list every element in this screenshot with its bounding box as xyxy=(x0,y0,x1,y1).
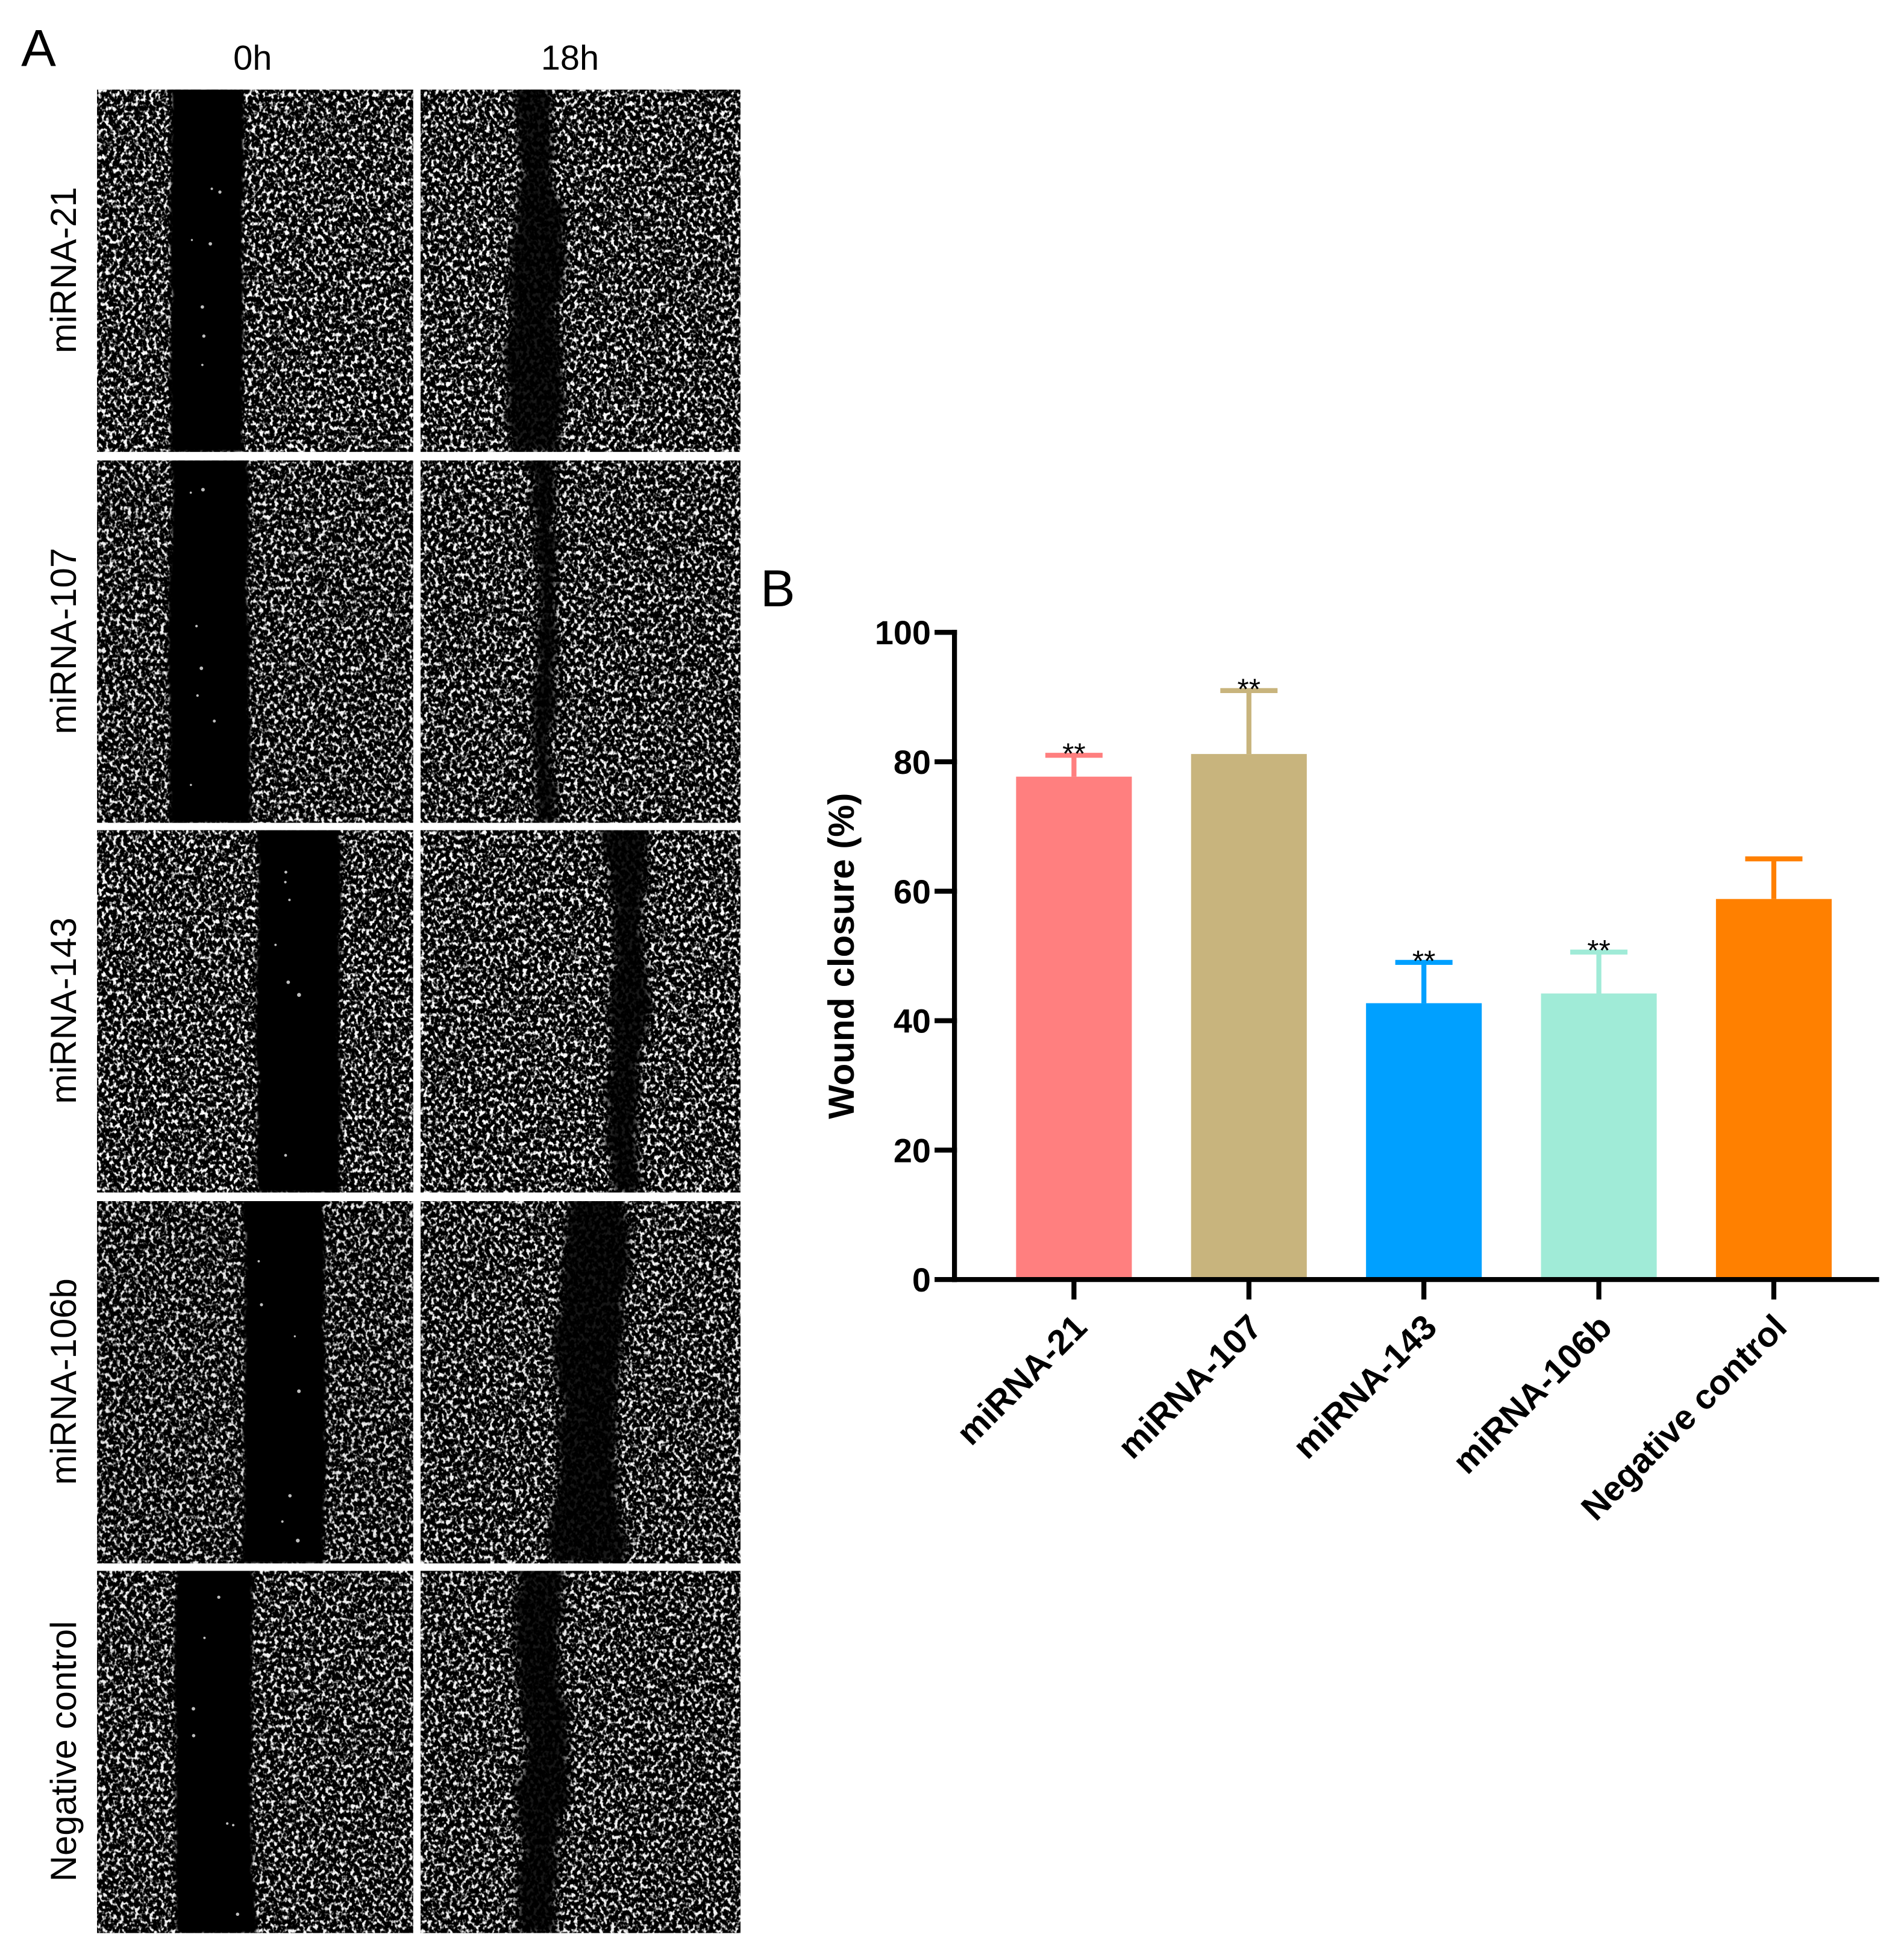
cell-texture xyxy=(421,1571,741,1933)
debris-dot xyxy=(286,980,290,984)
debris-dot xyxy=(201,363,204,366)
micrograph-mirna-143-0h xyxy=(97,830,413,1193)
debris-dot xyxy=(195,624,198,627)
y-tick-label: 20 xyxy=(894,1132,931,1169)
debris-dot xyxy=(217,1595,221,1599)
cell-texture xyxy=(421,460,741,823)
cell-texture xyxy=(97,89,413,452)
row-label-mirna-143: miRNA-143 xyxy=(43,917,84,1103)
column-label-18h: 18h xyxy=(541,39,599,78)
row-label-mirna-21: miRNA-21 xyxy=(43,187,84,353)
micrograph-mirna-106b-0h xyxy=(97,1201,413,1564)
debris-dot xyxy=(284,870,287,874)
significance-marker-mirna-21: ** xyxy=(1062,737,1086,771)
micrograph-negative-control-0h xyxy=(97,1571,413,1933)
y-tick-label: 40 xyxy=(894,1003,931,1040)
cell-texture xyxy=(97,1571,413,1933)
debris-dot xyxy=(208,242,212,246)
debris-dot xyxy=(192,1734,196,1737)
significance-marker-mirna-106b: ** xyxy=(1587,934,1611,967)
wound-gap xyxy=(254,830,342,1193)
bar-mirna-106b xyxy=(1541,993,1657,1280)
debris-dot xyxy=(190,239,193,241)
significance-marker-mirna-143: ** xyxy=(1412,944,1436,978)
debris-dot xyxy=(199,666,204,670)
debris-dot xyxy=(284,880,287,884)
wound-gap xyxy=(173,1571,258,1933)
wound-gap xyxy=(167,460,252,823)
column-label-0h: 0h xyxy=(233,39,272,78)
debris-dot xyxy=(200,305,204,309)
significance-marker-mirna-107: ** xyxy=(1238,672,1261,706)
panel-a: A 0h 18h miRNA-21 miRNA-107 miRNA-143 mi… xyxy=(21,19,741,1933)
debris-dot xyxy=(218,190,222,194)
y-tick-label: 100 xyxy=(875,614,931,651)
y-tick-label: 60 xyxy=(894,873,931,911)
micrograph-mirna-21-0h xyxy=(97,89,413,452)
debris-dot xyxy=(297,993,301,997)
row-label-mirna-107: miRNA-107 xyxy=(43,548,84,734)
debris-dot xyxy=(274,943,277,946)
debris-dot xyxy=(201,488,205,492)
cell-texture xyxy=(421,89,741,452)
y-tick-label: 80 xyxy=(894,744,931,781)
debris-dot xyxy=(202,334,206,338)
micrograph-mirna-143-18h xyxy=(421,830,741,1193)
wound-gap xyxy=(168,89,245,452)
debris-dot xyxy=(281,1520,284,1523)
cell-texture xyxy=(421,830,741,1193)
micrograph-mirna-107-18h xyxy=(421,460,741,823)
micrograph-negative-control-18h xyxy=(421,1571,741,1933)
debris-dot xyxy=(260,1303,263,1307)
wound-gap xyxy=(510,1571,573,1933)
debris-dot xyxy=(203,1636,206,1639)
bar-mirna-107 xyxy=(1191,754,1307,1280)
debris-dot xyxy=(288,1494,292,1498)
row-label-mirna-106b: miRNA-106b xyxy=(43,1278,84,1485)
debris-dot xyxy=(293,1335,296,1338)
debris-dot xyxy=(232,1824,235,1827)
panel-a-label: A xyxy=(21,19,56,77)
debris-dot xyxy=(192,1707,195,1711)
cell-texture xyxy=(97,830,413,1193)
wound-gap xyxy=(501,89,570,452)
micrograph-mirna-21-18h xyxy=(421,89,741,452)
debris-dot xyxy=(226,1822,229,1825)
debris-dot xyxy=(210,187,213,190)
y-tick-label: 0 xyxy=(912,1261,931,1299)
debris-dot xyxy=(257,1260,260,1263)
debris-dot xyxy=(236,1912,240,1916)
wound-gap xyxy=(527,460,562,823)
debris-dot xyxy=(296,1539,300,1543)
micrograph-mirna-107-0h xyxy=(97,460,413,823)
wound-gap xyxy=(241,1201,328,1564)
micrograph-mirna-106b-18h xyxy=(421,1201,741,1564)
debris-dot xyxy=(189,491,192,494)
micrograph-grid xyxy=(97,89,741,1933)
bar-mirna-21 xyxy=(1016,776,1132,1280)
wound-gap xyxy=(546,1201,634,1564)
y-axis-title: Wound closure (%) xyxy=(821,793,862,1119)
debris-dot xyxy=(190,783,192,786)
debris-dot xyxy=(196,694,199,697)
panel-b-label: B xyxy=(760,559,795,618)
bar-mirna-143 xyxy=(1366,1003,1482,1280)
debris-dot xyxy=(297,1389,301,1393)
bar-negative-control xyxy=(1715,899,1832,1280)
row-label-negative-control: Negative control xyxy=(43,1621,84,1882)
wound-gap xyxy=(598,830,656,1193)
debris-dot xyxy=(288,899,291,902)
debris-dot xyxy=(213,719,216,723)
cell-texture xyxy=(97,460,413,823)
debris-dot xyxy=(284,1154,287,1157)
